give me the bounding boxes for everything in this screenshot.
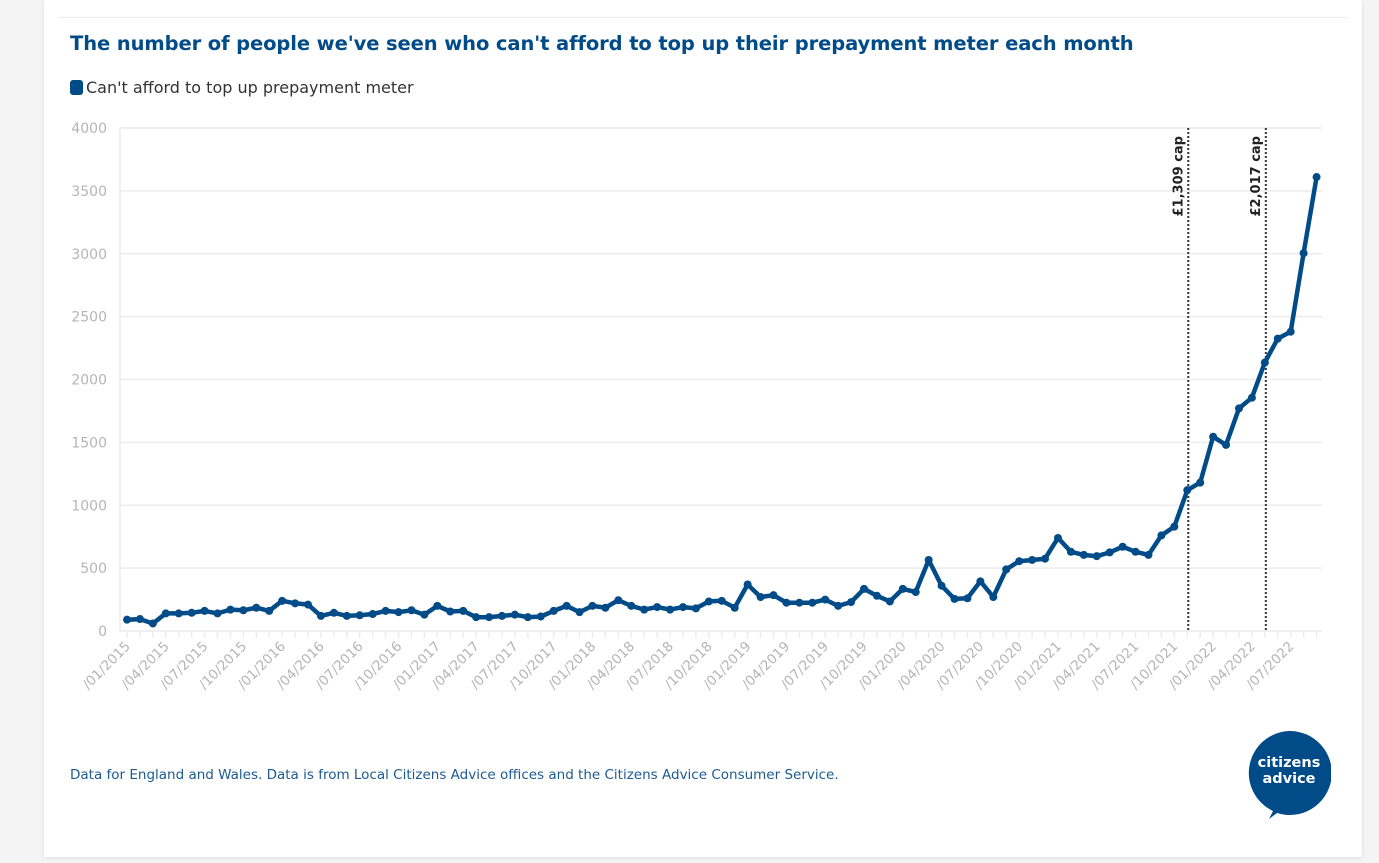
chart-card: The number of people we've seen who can'… bbox=[44, 0, 1362, 857]
legend-swatch bbox=[70, 80, 83, 95]
logo-text-line1: citizens bbox=[1257, 755, 1321, 771]
source-footnote: Data for England and Wales. Data is from… bbox=[70, 767, 839, 783]
citizens-advice-logo: citizens advice bbox=[1247, 730, 1332, 819]
logo-text-line2: advice bbox=[1262, 771, 1316, 787]
legend-label: Can't afford to top up prepayment meter bbox=[86, 78, 414, 97]
speech-bubble-icon bbox=[1248, 730, 1332, 819]
chart-title: The number of people we've seen who can'… bbox=[70, 32, 1134, 55]
chart-legend[interactable]: Can't afford to top up prepayment meter bbox=[70, 78, 414, 97]
divider bbox=[58, 17, 1348, 18]
